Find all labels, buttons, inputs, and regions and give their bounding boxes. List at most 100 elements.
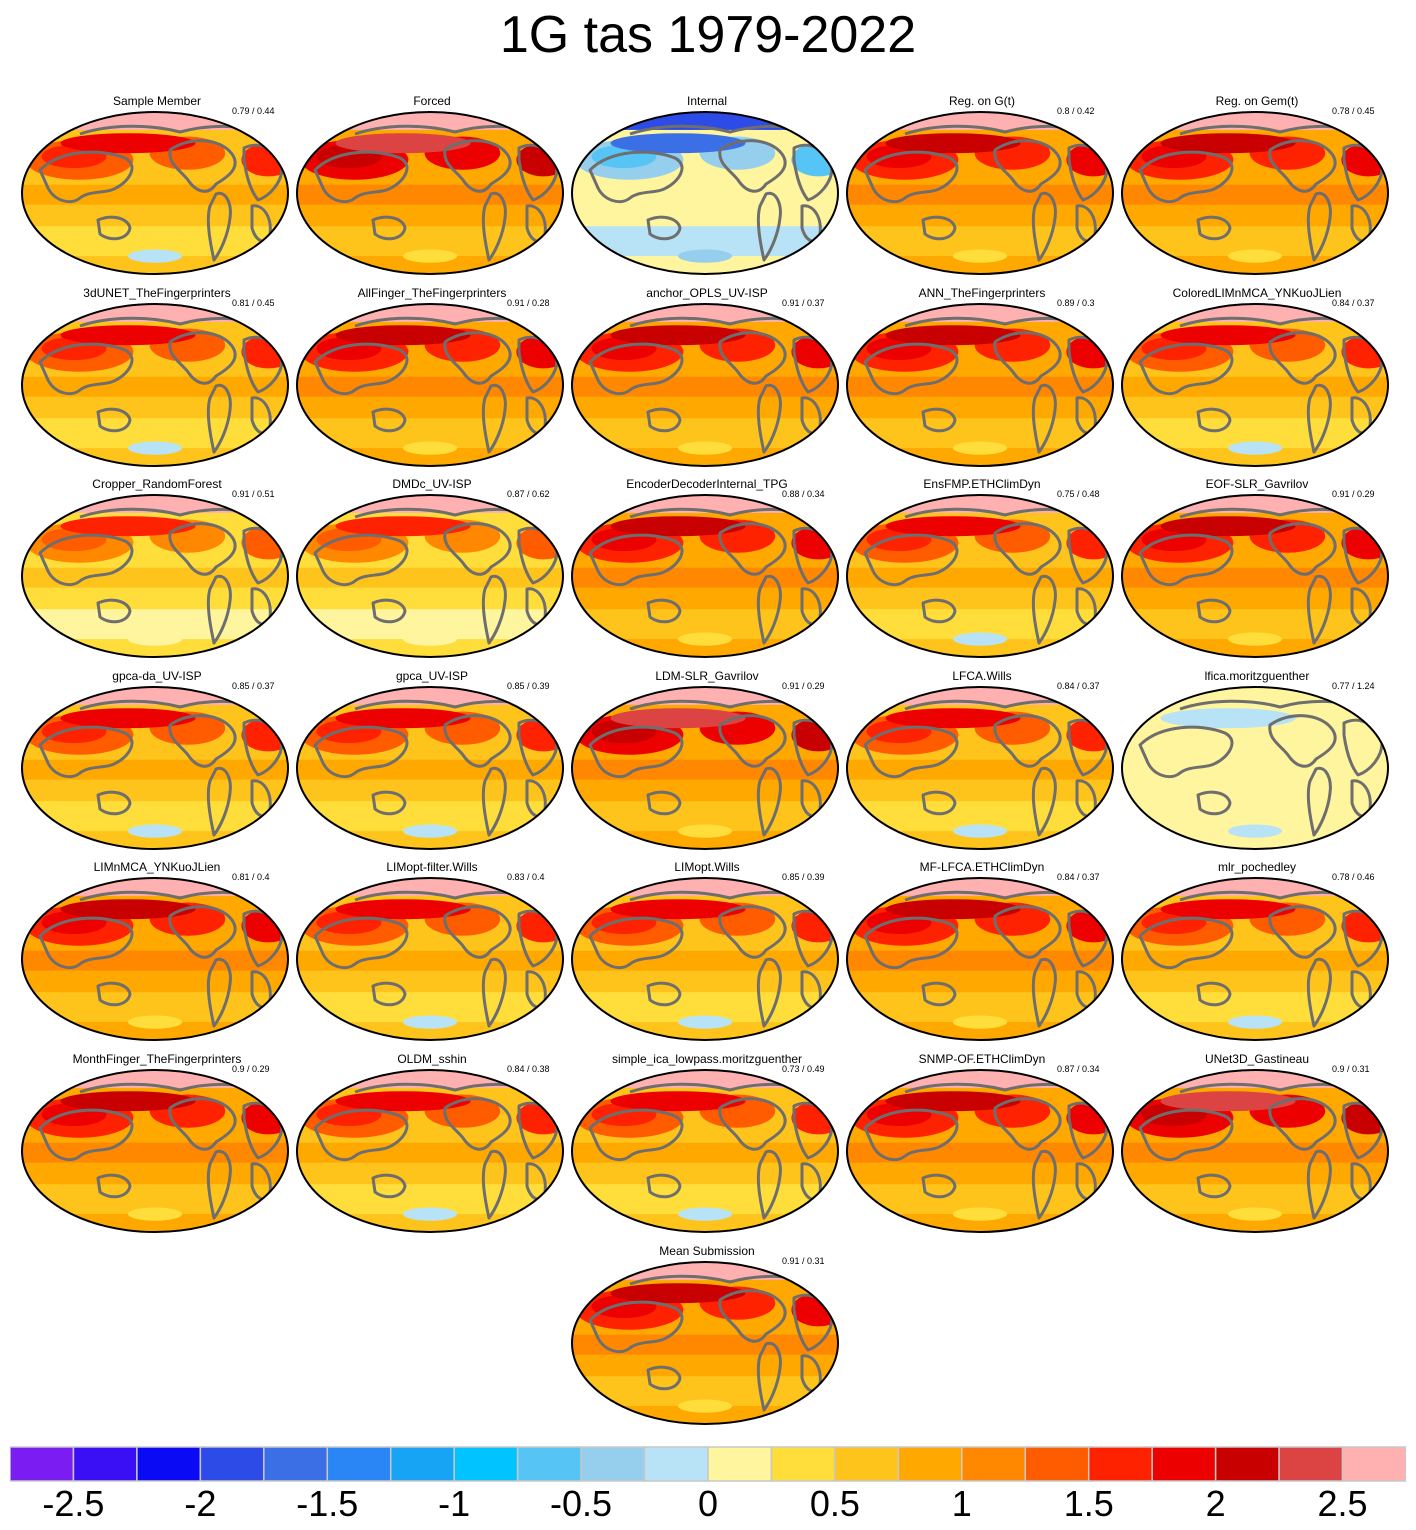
continent-outline	[646, 215, 682, 241]
map-outline	[296, 303, 564, 467]
panel-title: Mean Submission	[659, 1244, 755, 1258]
continent-outline	[993, 139, 1062, 193]
map-region-antarctic	[572, 264, 838, 274]
map-band-tropics	[1122, 950, 1388, 971]
panel-score: 0.89 / 0.3	[1057, 298, 1095, 308]
colorbar-swatch	[1214, 1446, 1280, 1482]
continent-outline	[1268, 139, 1337, 193]
continent-outline	[756, 957, 782, 1028]
map-region-southern-ocean	[403, 1207, 457, 1221]
continent-outline	[588, 725, 684, 779]
continent-outline	[1268, 714, 1337, 768]
map-region-antarctic	[1122, 456, 1388, 466]
map-region-arctic-rim	[335, 899, 471, 920]
continent-outline	[646, 790, 682, 816]
panel-score: 0.79 / 0.44	[232, 106, 275, 116]
map-region-antarctic	[22, 456, 288, 466]
panel-score: 0.83 / 0.4	[507, 872, 545, 882]
continent-outline	[38, 1108, 134, 1162]
continent-outline	[1196, 407, 1232, 433]
continent-outline	[168, 331, 237, 385]
continent-outline	[313, 725, 409, 779]
panel-title: MonthFinger_TheFingerprinters	[72, 1052, 242, 1066]
continent-outline	[921, 215, 957, 241]
panel-score: 0.9 / 0.31	[1332, 1064, 1370, 1074]
continent-outline	[443, 139, 512, 193]
map-band-tropics	[572, 759, 838, 780]
continent-outline	[313, 150, 409, 204]
map-region-southern-ocean	[128, 632, 182, 646]
continent-outline	[718, 139, 787, 193]
continent-outline	[1138, 150, 1234, 204]
continent-outline	[168, 905, 237, 959]
continent-outline	[718, 1289, 787, 1343]
panel-title: Reg. on Gem(t)	[1215, 94, 1299, 108]
continent-outline	[38, 150, 134, 204]
map-band-tropics	[297, 950, 563, 971]
colorbar-swatch	[1278, 1446, 1344, 1482]
map-region-southern-ocean	[678, 441, 732, 455]
continent-outline	[588, 150, 684, 204]
map-panel: simple_ica_lowpass.moritzguenther 0.73 / …	[570, 1052, 844, 1233]
map-region-arctic-rim	[610, 899, 746, 920]
continent-outline	[38, 916, 134, 970]
continent-outline	[38, 725, 134, 779]
map-region-southern-ocean	[403, 441, 457, 455]
panel-score: 0.85 / 0.39	[782, 872, 825, 882]
map-outline	[21, 877, 289, 1041]
map-region-antarctic	[1122, 647, 1388, 657]
map-plot	[846, 877, 1114, 1041]
map-region-antarctic	[22, 839, 288, 849]
continent-outline	[371, 598, 407, 624]
panel-score: 0.91 / 0.51	[232, 489, 275, 499]
panel-title: Reg. on G(t)	[948, 94, 1016, 108]
map-panel: gpca-da_UV-ISP 0.85 / 0.37	[20, 669, 294, 850]
map-plot	[296, 494, 564, 658]
map-outline	[296, 494, 564, 658]
map-plot	[846, 686, 1114, 850]
continent-outline	[206, 191, 232, 262]
map-region-antarctic	[22, 264, 288, 274]
continent-outline	[993, 522, 1062, 576]
map-region-southern-ocean	[128, 1207, 182, 1221]
map-region-southern-ocean	[1228, 1207, 1282, 1221]
map-band-tropics	[1122, 567, 1388, 588]
map-outline	[846, 877, 1114, 1041]
map-plot	[296, 686, 564, 850]
continent-outline	[206, 574, 232, 645]
map-region-southern-ocean	[678, 632, 732, 646]
continent-outline	[1031, 191, 1057, 262]
map-region-arctic-rim	[335, 516, 471, 537]
map-band-tropics	[572, 184, 838, 205]
map-region-arctic-rim	[885, 899, 1021, 920]
continent-outline	[718, 331, 787, 385]
continent-outline	[993, 714, 1062, 768]
map-plot	[21, 111, 289, 275]
panel-title: LIMnMCA_YNKuoJLien	[93, 860, 221, 874]
map-outline	[846, 1069, 1114, 1233]
map-band-tropics	[22, 567, 288, 588]
map-outline	[21, 686, 289, 850]
map-region-southern-ocean	[1228, 249, 1282, 263]
panel-score: 0.9 / 0.29	[232, 1064, 270, 1074]
map-outline	[571, 303, 839, 467]
map-panel: anchor_OPLS_UV-ISP 0.91 / 0.37	[570, 286, 844, 467]
continent-outline	[921, 1173, 957, 1199]
map-plot	[21, 303, 289, 467]
map-plot	[1121, 877, 1389, 1041]
continent-outline	[1268, 522, 1337, 576]
panel-score: 0.85 / 0.39	[507, 681, 550, 691]
map-band-tropics	[847, 1142, 1113, 1163]
panel-title: AllFinger_TheFingerprinters	[357, 286, 507, 300]
map-region-arctic-rim	[1160, 516, 1296, 537]
continent-outline	[1031, 383, 1057, 454]
map-outline	[571, 877, 839, 1041]
continent-outline	[756, 383, 782, 454]
map-band-tropics	[1122, 184, 1388, 205]
panel-score: 0.84 / 0.38	[507, 1064, 550, 1074]
map-plot	[296, 111, 564, 275]
continent-outline	[646, 981, 682, 1007]
continent-outline	[443, 522, 512, 576]
colorbar-tick-label: 0	[697, 1483, 719, 1524]
map-band-tropics	[297, 376, 563, 397]
